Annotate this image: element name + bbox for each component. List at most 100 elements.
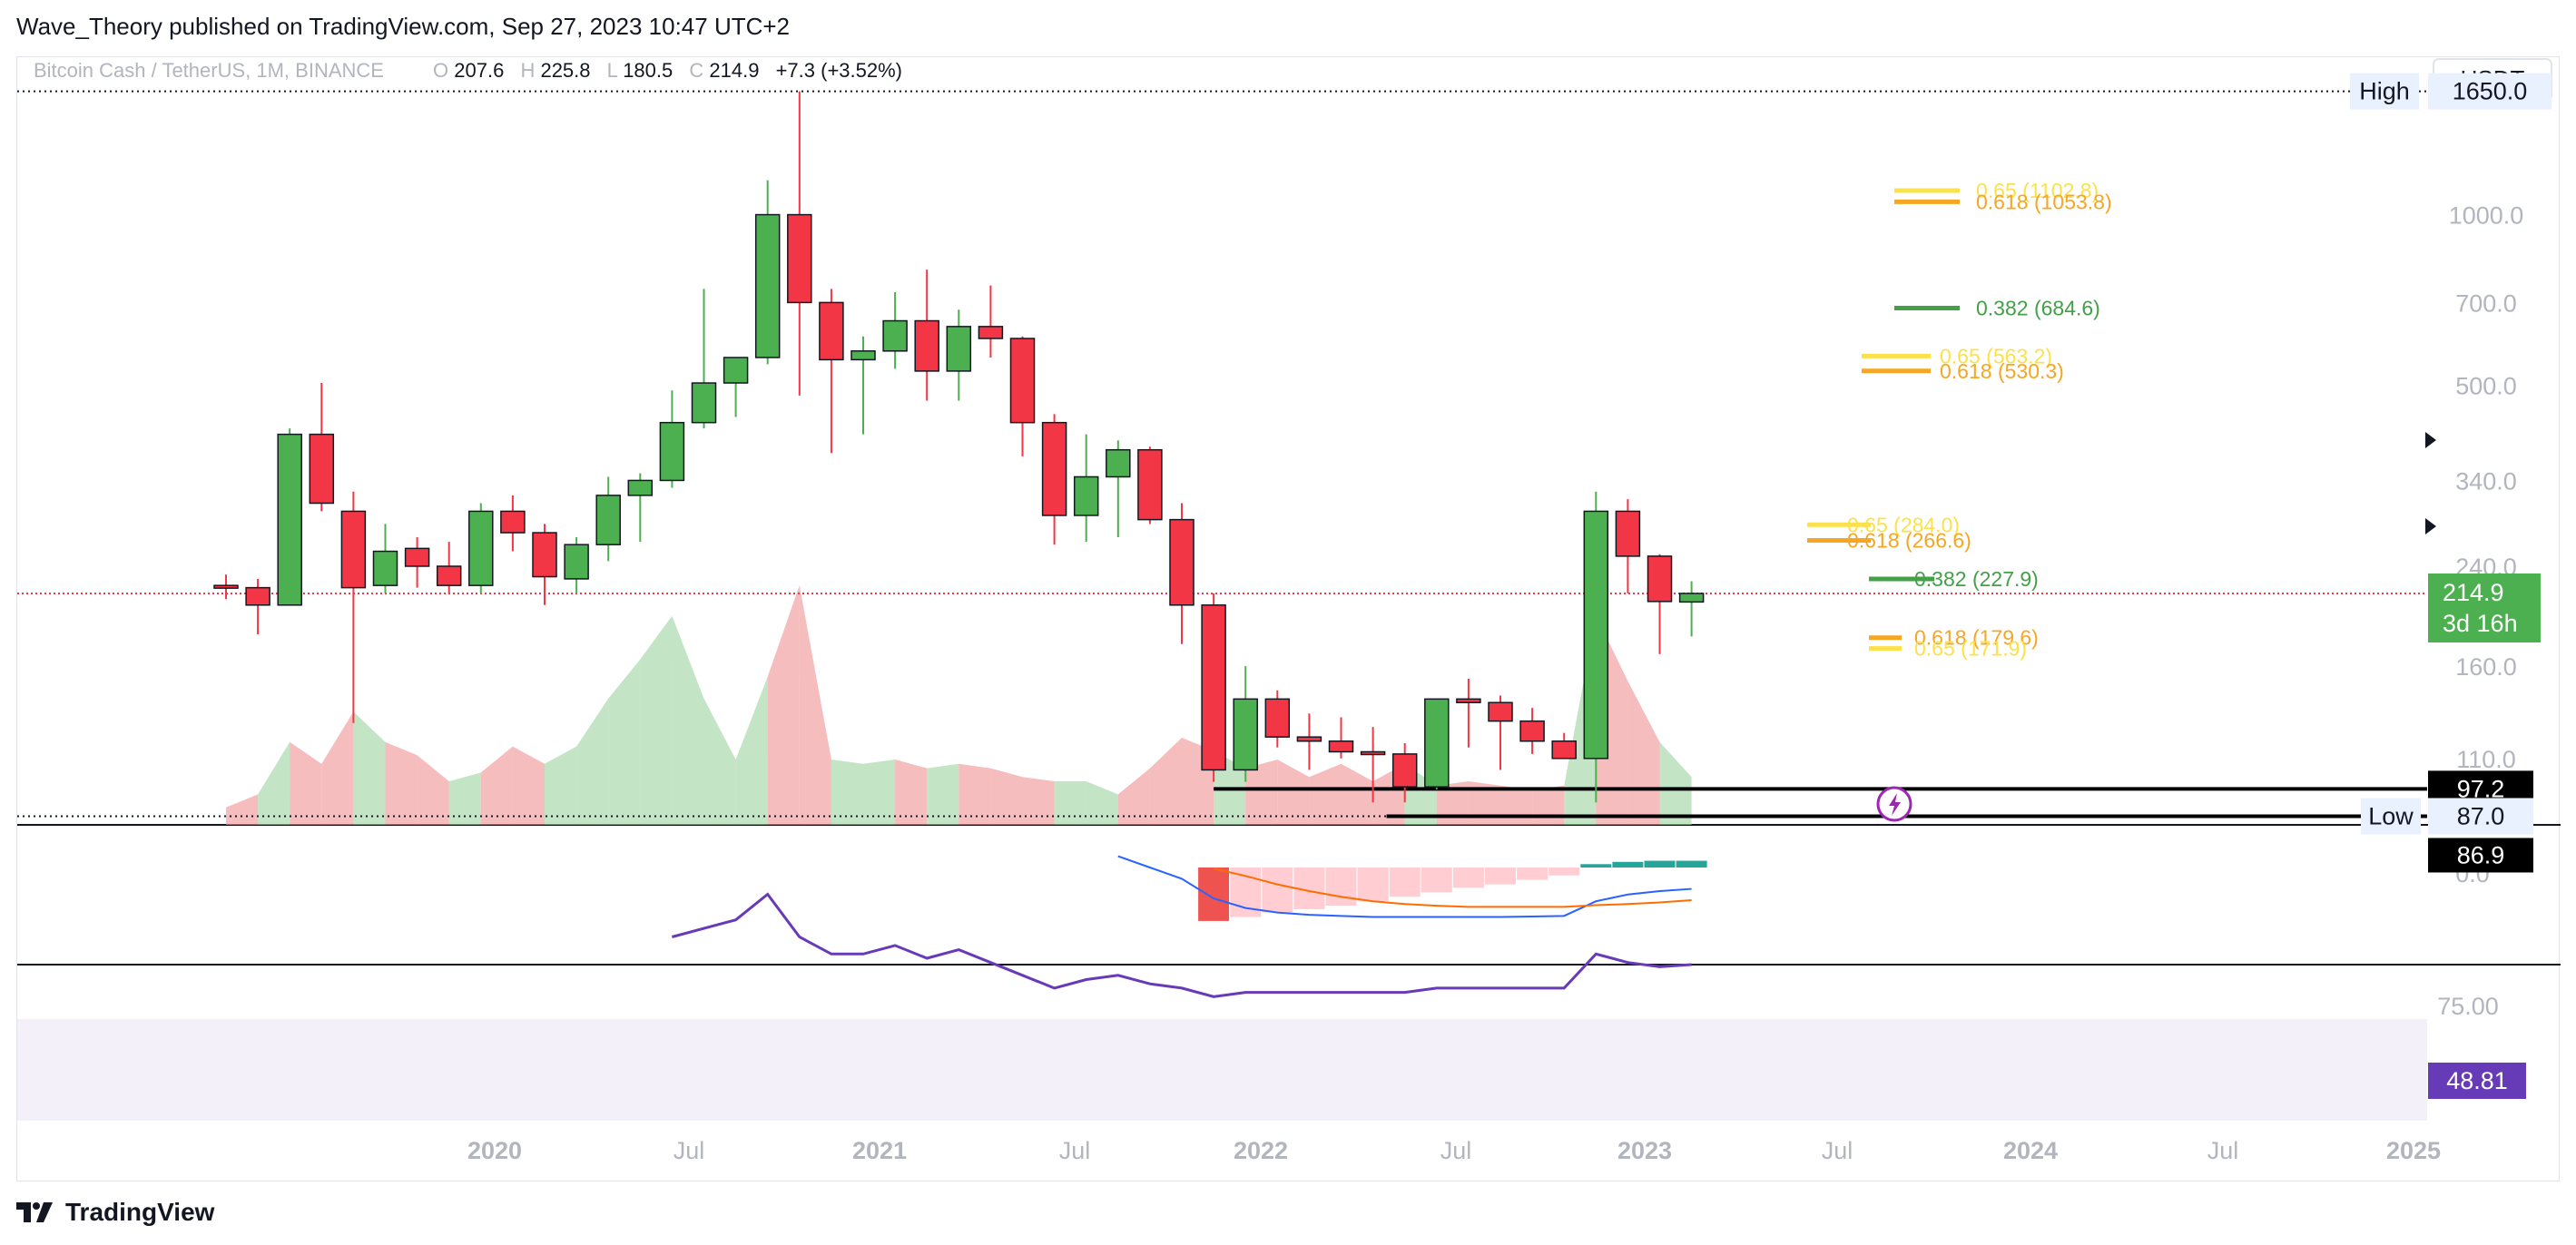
candle-2022-07 [1233,666,1258,782]
support-86-badge [2428,838,2533,873]
candle-body [850,350,876,361]
candle-2022-10 [1328,717,1354,759]
macd-hist-bar [1452,868,1484,888]
legend-change: +7.3 (+3.52%) [776,59,902,82]
candle-2023-08 [1647,554,1673,654]
candle-2021-11 [978,285,1004,358]
high-value-bg [2428,73,2551,110]
candle-body [1201,604,1226,771]
time-label-2025: 2025 [2386,1137,2441,1164]
candle-body [1169,518,1195,606]
fib-label: 0.65 (284.0) [1847,513,1960,536]
price-tick-110.0: 110.0 [2456,746,2516,773]
volume-segment [545,746,577,825]
candle-2020-03 [340,491,367,723]
macd-hist-bar [1612,861,1644,868]
time-label-2020: 2020 [467,1137,522,1164]
candle-2021-01 [659,390,685,488]
low-label: Low [2368,802,2414,829]
candle-2020-08 [500,495,526,552]
candle-2019-11 [213,574,239,600]
candles-layer [213,91,1705,803]
candle-body [595,495,621,545]
volume-segment [1149,738,1182,825]
candle-body [914,319,939,372]
volume-segment [959,763,991,825]
fib-label: 0.65 (171.9) [1914,637,2027,661]
volume-segment [1436,781,1469,825]
scroll-arrow-icon[interactable] [2425,432,2436,448]
candle-2021-05 [787,91,812,396]
candle-body [1551,740,1577,760]
candle-2021-09 [914,270,939,401]
candle-body [691,382,717,424]
volume-segment [1309,763,1342,825]
candle-2021-10 [946,309,972,401]
volume-segment [576,698,609,825]
candle-body [1328,740,1354,753]
footer-brand: TradingView [65,1198,215,1226]
volume-segment [895,760,928,825]
fib-label: 0.618 (1053.8) [1976,190,2112,213]
candle-2019-12 [245,578,270,635]
candle-body [1073,475,1099,516]
volume-segment [417,755,449,825]
candle-2021-03 [723,357,749,417]
axis-badges-layer: 48.81 High 1650.0 214.9 3d 16h 97.2 Low 87.0 86.… [2350,73,2551,1099]
macd-line [1117,855,1692,918]
fib-label: 0.618 (530.3) [1940,359,2064,383]
scroll-arrow-icon-2[interactable] [2425,518,2436,534]
candle-2023-04 [1519,708,1545,754]
candle-body [787,213,812,304]
volume-segment [640,615,673,825]
fib-layer: 0.65 (1102.8)0.618 (1053.8) 0.382 (684.6)… [1807,179,2112,661]
volume-segment [927,763,959,825]
candle-2020-11 [595,476,621,562]
time-label-2021: 2021 [852,1137,907,1164]
candle-body [1647,555,1673,603]
candle-body [659,421,685,482]
candle-body [1583,510,1609,760]
candle-2022-05 [1169,503,1195,644]
volume-segment [672,615,704,825]
candle-2022-12 [1391,743,1418,803]
volume-segment [863,760,896,825]
candle-2023-09 [1678,581,1705,637]
volume-segment [1341,763,1373,825]
volume-segment [1500,785,1533,825]
macd-hist-bar [1580,864,1612,868]
volume-segment [1277,760,1310,825]
candle-2022-01 [1041,414,1067,545]
macd-hist-bar [1644,860,1676,868]
time-label-jul: Jul [1440,1137,1472,1164]
candle-body [372,550,398,586]
candle-body [1391,753,1418,788]
volume-segment [767,585,800,825]
candle-body [1264,698,1291,738]
candle-2022-06 [1201,593,1226,782]
candle-body [500,510,526,534]
chart-svg[interactable]: Bitcoin Cash / TetherUS, 1M, BINANCE O 2… [17,57,2561,1182]
candle-2022-04 [1137,446,1163,524]
candle-body [754,213,781,358]
fib-label: 0.65 (1102.8) [1976,179,2099,202]
candle-2022-09 [1296,713,1322,770]
volume-segment [226,794,259,825]
volume-segment [608,659,641,825]
candle-body [1424,698,1450,788]
candle-body [532,532,557,578]
legend-h-value: 225.8 [540,59,590,82]
candle-2023-07 [1615,499,1641,593]
chart-frame[interactable]: Bitcoin Cash / TetherUS, 1M, BINANCE O 2… [16,56,2561,1182]
candle-2020-02 [309,383,335,512]
candle-2023-05 [1551,732,1577,760]
candle-body [1041,421,1067,516]
candle-body [819,301,844,361]
macd-hist-bar [1676,860,1707,868]
volume-segment [1532,785,1565,825]
price-tick-700.0: 700.0 [2455,289,2517,317]
candle-2023-01 [1424,698,1450,789]
fib-label: 0.618 (179.6) [1914,626,2039,650]
fib-label: 0.618 (266.6) [1847,528,1971,552]
candle-2021-02 [691,289,717,429]
